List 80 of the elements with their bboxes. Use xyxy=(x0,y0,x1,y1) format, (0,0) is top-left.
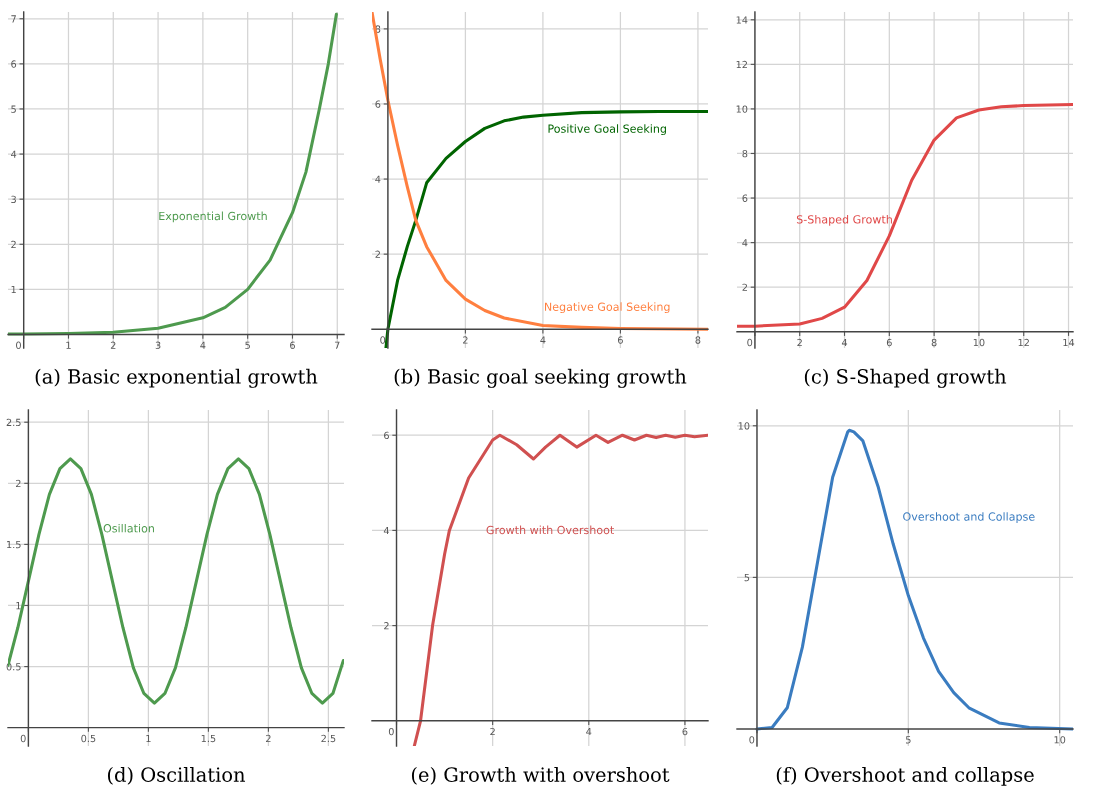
text: (b) Basic goal seeking growth xyxy=(394,368,687,388)
y-tick-label: 4 xyxy=(375,175,381,183)
y-tick-label: 3 xyxy=(11,195,16,203)
x-tick-label: 6 xyxy=(682,727,688,736)
y-tick-label: 1 xyxy=(16,602,21,610)
x-tick-label: 3 xyxy=(155,341,161,349)
x-tick-label: 6 xyxy=(290,341,295,349)
series-label: Positive Goal Seeking xyxy=(548,124,666,135)
y-tick-label: 7 xyxy=(11,15,16,23)
x-tick-label: 1 xyxy=(146,734,151,742)
x-tick-label: 12 xyxy=(1018,338,1029,347)
y-tick-label: 2 xyxy=(742,283,747,291)
x-tick-label: 2 xyxy=(463,336,468,344)
line-series xyxy=(8,12,338,336)
x-tick-label: 4 xyxy=(841,338,848,347)
series-label: Exponential Growth xyxy=(159,211,267,223)
x-tick-label: 4 xyxy=(540,336,546,344)
y-tick-label: 4 xyxy=(11,150,17,158)
line-series xyxy=(8,457,344,705)
line-series xyxy=(384,109,708,348)
y-tick-label: 1 xyxy=(11,285,16,294)
y-tick-label: 6 xyxy=(375,100,381,108)
y-tick-label: 6 xyxy=(742,194,748,202)
line-series xyxy=(372,12,708,331)
series-label: Overshoot and Collapse xyxy=(903,512,1035,523)
x-tick-label: 8 xyxy=(695,336,701,344)
x-tick-label: 1.5 xyxy=(201,734,216,743)
x-tick-label: 5 xyxy=(905,736,911,744)
x-tick-label: 0.5 xyxy=(81,734,96,743)
y-tick-label: 5 xyxy=(11,105,16,113)
x-tick-label: 2 xyxy=(797,338,802,347)
x-tick-label: 6 xyxy=(618,336,623,344)
y-tick-label: 2 xyxy=(11,240,16,248)
text: (f) Overshoot and collapse xyxy=(776,766,1034,786)
text: (c) S-Shaped growth xyxy=(804,368,1007,388)
y-tick-label: 12 xyxy=(736,60,747,69)
y-tick-label: 10 xyxy=(738,422,750,430)
x-tick-label: 0 xyxy=(20,734,26,743)
text: Growth with Overshoot xyxy=(486,525,614,535)
x-tick-label: 8 xyxy=(931,338,937,347)
x-tick-label: 2.5 xyxy=(321,734,336,743)
y-tick-label: 14 xyxy=(736,16,748,24)
y-tick-label: 2.5 xyxy=(6,418,21,427)
text: (e) Growth with overshoot xyxy=(411,766,670,785)
x-tick-label: 0 xyxy=(747,338,753,347)
line-series xyxy=(737,102,1073,328)
series-label: Negative Goal Seeking xyxy=(545,302,670,314)
text: (a) Basic exponential growth xyxy=(35,368,318,388)
x-tick-label: 14 xyxy=(1063,338,1075,347)
x-tick-label: 0 xyxy=(749,736,755,744)
y-tick-label: 4 xyxy=(742,239,748,247)
x-tick-label: 4 xyxy=(586,728,592,736)
series-label: Osillation xyxy=(103,523,154,533)
y-tick-label: 10 xyxy=(736,105,748,113)
x-tick-label: 6 xyxy=(886,338,892,347)
x-tick-label: 0 xyxy=(16,341,21,349)
x-tick-label: 10 xyxy=(1054,736,1066,744)
y-tick-label: 8 xyxy=(742,149,748,158)
y-tick-label: 2 xyxy=(15,479,21,487)
x-tick-label: 0 xyxy=(388,727,394,736)
x-tick-label: 2 xyxy=(266,734,271,742)
series-label: S-Shaped Growth xyxy=(796,214,892,226)
y-tick-label: 2 xyxy=(384,622,389,630)
x-tick-label: 4 xyxy=(200,341,206,349)
y-tick-label: 1.5 xyxy=(7,541,21,549)
x-tick-label: 2 xyxy=(110,341,116,349)
line-series xyxy=(755,428,1073,731)
x-tick-label: 1 xyxy=(66,341,71,349)
x-tick-label: 7 xyxy=(334,341,340,349)
y-tick-label: 2 xyxy=(375,250,380,258)
x-tick-label: 2 xyxy=(490,727,495,736)
y-tick-label: 6 xyxy=(11,60,17,68)
y-tick-label: 6 xyxy=(384,431,389,440)
x-tick-label: 5 xyxy=(245,341,250,349)
text: (d) Oscillation xyxy=(107,766,246,785)
y-tick-label: 4 xyxy=(383,527,390,535)
y-tick-label: 5 xyxy=(744,574,750,582)
x-tick-label: 0 xyxy=(380,336,386,344)
line-series xyxy=(412,433,708,746)
x-tick-label: 10 xyxy=(973,338,985,347)
